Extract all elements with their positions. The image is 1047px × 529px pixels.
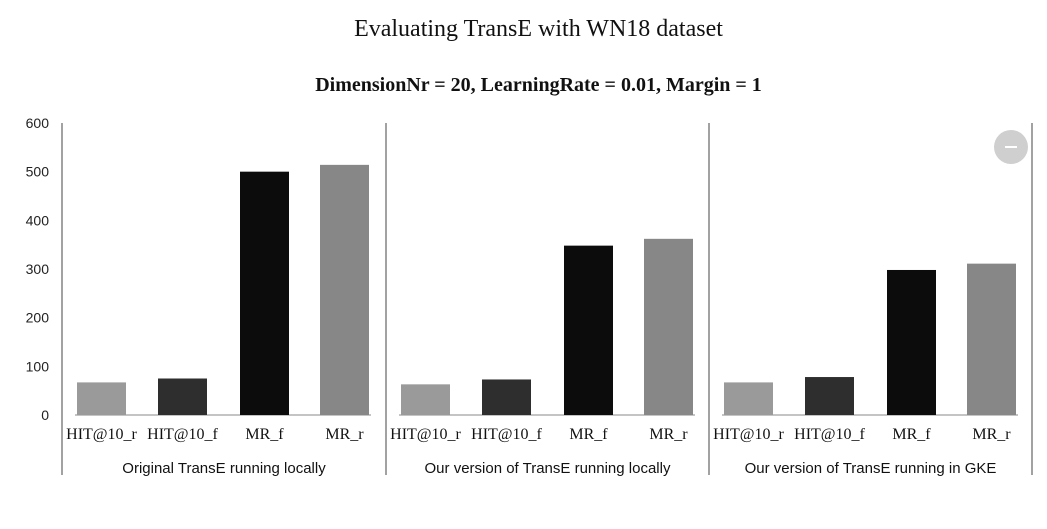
y-axis-ticks: 0 100 200 300 400 500 600 <box>26 115 50 423</box>
labels-layer: HIT@10_r HIT@10_f MR_f MR_r Original TransE … <box>66 426 1011 477</box>
group-label: Our version of TransE running locally <box>425 460 671 477</box>
y-tick-label: 300 <box>26 261 50 277</box>
group-label: Our version of TransE running in GKE <box>745 460 997 477</box>
group-label: Original TransE running locally <box>122 460 326 477</box>
y-tick-label: 400 <box>26 212 50 228</box>
bar-hit-10-f <box>482 379 531 415</box>
y-tick-label: 500 <box>26 164 50 180</box>
collapse-button[interactable] <box>994 130 1028 164</box>
bar-mr-r <box>644 238 693 415</box>
minus-icon <box>1005 146 1017 148</box>
category-label: HIT@10_r <box>713 426 784 443</box>
category-label: MR_r <box>325 426 364 443</box>
y-tick-label: 200 <box>26 310 50 326</box>
y-tick-label: 600 <box>26 115 50 131</box>
bar-mr-r <box>967 263 1016 415</box>
bar-mr-r <box>320 164 369 415</box>
category-label: MR_f <box>245 426 284 443</box>
category-label: MR_f <box>569 426 608 443</box>
category-label: MR_f <box>892 426 931 443</box>
category-label: MR_r <box>649 426 688 443</box>
chart-title: Evaluating TransE with WN18 dataset <box>354 16 723 42</box>
category-label: HIT@10_f <box>147 426 218 443</box>
axes-layer <box>61 123 1033 475</box>
bar-hit-10-r <box>77 382 126 415</box>
chart-subtitle: DimensionNr = 20, LearningRate = 0.01, M… <box>315 74 762 96</box>
y-tick-label: 100 <box>26 358 50 374</box>
bar-hit-10-r <box>401 384 450 415</box>
bars-layer <box>77 164 1016 415</box>
bar-hit-10-r <box>724 382 773 415</box>
category-label: MR_r <box>972 426 1011 443</box>
bar-mr-f <box>887 269 936 415</box>
category-label: HIT@10_r <box>390 426 461 443</box>
bar-mr-f <box>240 171 289 415</box>
y-tick-label: 0 <box>41 407 49 423</box>
bar-mr-f <box>564 245 613 415</box>
category-label: HIT@10_f <box>794 426 865 443</box>
category-label: HIT@10_r <box>66 426 137 443</box>
bar-hit-10-f <box>158 378 207 415</box>
bar-hit-10-f <box>805 377 854 415</box>
category-label: HIT@10_f <box>471 426 542 443</box>
